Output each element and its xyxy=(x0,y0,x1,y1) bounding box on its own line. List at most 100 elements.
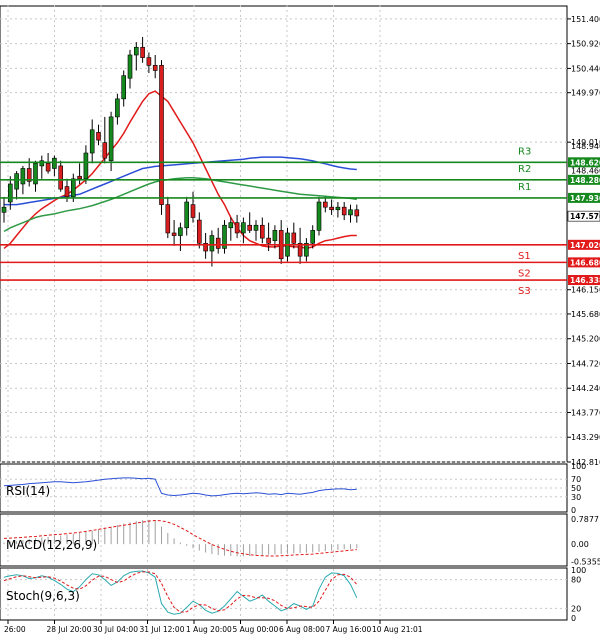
candle-body xyxy=(165,204,171,234)
price-tick-label: 149.970 xyxy=(571,89,600,98)
candle-body xyxy=(146,57,152,66)
macd-signal-line xyxy=(3,519,357,557)
time-tick-label: 30 Jul 04:00 xyxy=(93,625,138,634)
pivot-level-label: R3 xyxy=(518,146,531,157)
candle-body xyxy=(45,163,51,172)
candle-body xyxy=(259,224,265,239)
candle-body xyxy=(64,186,70,198)
time-tick-label: 1 Aug 20:00 xyxy=(186,625,232,634)
pivot-level-badge xyxy=(568,157,600,168)
price-tick-label: 146.150 xyxy=(571,286,600,295)
price-tick-label: 143.290 xyxy=(571,433,600,442)
price-tick-label: 145.680 xyxy=(571,310,600,319)
candle-body xyxy=(215,237,221,249)
candle-body xyxy=(241,222,246,234)
candle-body xyxy=(102,142,108,159)
current-price-badge xyxy=(567,210,600,222)
pivot-level-badge xyxy=(568,192,600,203)
candle-body xyxy=(310,230,316,244)
candle-body xyxy=(253,224,259,231)
candle-body xyxy=(20,168,26,185)
price-tick-label: 144.240 xyxy=(571,384,600,393)
rsi-series-line xyxy=(3,477,357,497)
candle-body xyxy=(140,46,145,58)
candle-body xyxy=(335,206,341,211)
pivot-level-value: 148.620 xyxy=(570,158,600,167)
macd-histogram xyxy=(3,519,358,557)
price-tick-label: 145.200 xyxy=(571,335,600,344)
candle-body xyxy=(341,206,347,216)
candle-body xyxy=(89,129,95,154)
pivot-level-label: S2 xyxy=(518,268,531,279)
price-panel: R3 148.620 R2 148.280 R1 147.930 S1 147.020 S2 14… xyxy=(0,5,600,467)
pivot-level-value: 148.280 xyxy=(570,176,600,185)
candle-body xyxy=(14,173,19,190)
rsi-title: RSI(14) xyxy=(6,484,50,498)
candle-body xyxy=(96,132,101,141)
macd-panel: MACD(12,26,9) 0.7877 0.00 -0.5355 xyxy=(0,513,600,567)
price-tick-label: 148.460 xyxy=(571,167,600,176)
stochastic-tick-label: 80 xyxy=(571,576,581,585)
pivot-level-value: 147.020 xyxy=(570,241,600,250)
candle-body xyxy=(234,222,240,234)
pivot-level-label: S1 xyxy=(518,251,531,262)
candle-body xyxy=(197,219,202,244)
candle-body xyxy=(1,206,7,213)
stochastic-tick-label: 100 xyxy=(571,566,586,575)
macd-tick-label: -0.5355 xyxy=(571,557,600,566)
stochastic-title: Stoch(9,6,3) xyxy=(6,589,80,603)
macd-grid xyxy=(7,515,381,565)
time-axis: 26:00 28 Jul 20:00 30 Jul 04:00 31 Jul 12:0… xyxy=(4,620,423,634)
candle-body xyxy=(58,165,64,190)
candle-body xyxy=(209,235,215,252)
pivot-level-value: 146.338 xyxy=(570,276,600,285)
candle-body xyxy=(83,152,89,180)
macd-tick-label: 0.7877 xyxy=(571,515,599,524)
candle-body xyxy=(77,175,82,180)
candle-body xyxy=(228,222,234,229)
rsi-tick-label: 100 xyxy=(571,462,586,471)
pivot-level-badge xyxy=(568,239,600,250)
pivot-level-label: R1 xyxy=(518,182,531,193)
candle-body xyxy=(354,209,360,217)
macd-signal-line xyxy=(3,519,357,557)
moving-average-line xyxy=(4,156,357,206)
rsi-tick-label: 0 xyxy=(571,506,576,515)
pivot-level-badge xyxy=(568,275,600,286)
macd-title: MACD(12,26,9) xyxy=(6,538,97,552)
candle-body xyxy=(39,160,45,167)
macd-axis: 0.7877 0.00 -0.5355 xyxy=(571,515,600,566)
candle-body xyxy=(203,242,208,252)
pivot-level-value: 146.680 xyxy=(570,258,600,267)
stochastic-grid xyxy=(0,569,567,619)
candle-body xyxy=(134,46,139,56)
candle-body xyxy=(247,224,252,231)
rsi-line xyxy=(3,477,357,497)
time-tick-label: 31 Jul 12:00 xyxy=(140,625,185,634)
time-tick-label: 26:00 xyxy=(4,625,26,634)
pivot-levels: R3 148.620 R2 148.280 R1 147.930 S1 147.020 S2 14… xyxy=(0,146,600,297)
pivot-level-label: R2 xyxy=(518,164,531,175)
pivot-level-label: S3 xyxy=(518,286,531,297)
candle-body xyxy=(329,206,334,211)
candle-body xyxy=(304,242,309,257)
stochastic-tick-label: 0 xyxy=(571,614,576,623)
price-tick-label: 144.720 xyxy=(571,359,600,368)
candle-body xyxy=(291,232,297,244)
time-tick-label: 7 Aug 16:00 xyxy=(326,625,372,634)
macd-tick-label: 0.00 xyxy=(571,540,589,549)
time-tick-label: 10 Aug 21:01 xyxy=(372,625,423,634)
rsi-tick-label: 70 xyxy=(571,475,581,484)
price-tick-label: 143.770 xyxy=(571,408,600,417)
pivot-level-badge xyxy=(568,257,600,268)
price-tick-label: 148.940 xyxy=(571,142,600,151)
candle-body xyxy=(190,204,196,218)
stochastic-tick-label: 20 xyxy=(571,604,581,613)
time-tick-label: 28 Jul 20:00 xyxy=(47,625,92,634)
rsi-tick-label: 30 xyxy=(571,493,581,502)
candle-body xyxy=(322,201,328,208)
